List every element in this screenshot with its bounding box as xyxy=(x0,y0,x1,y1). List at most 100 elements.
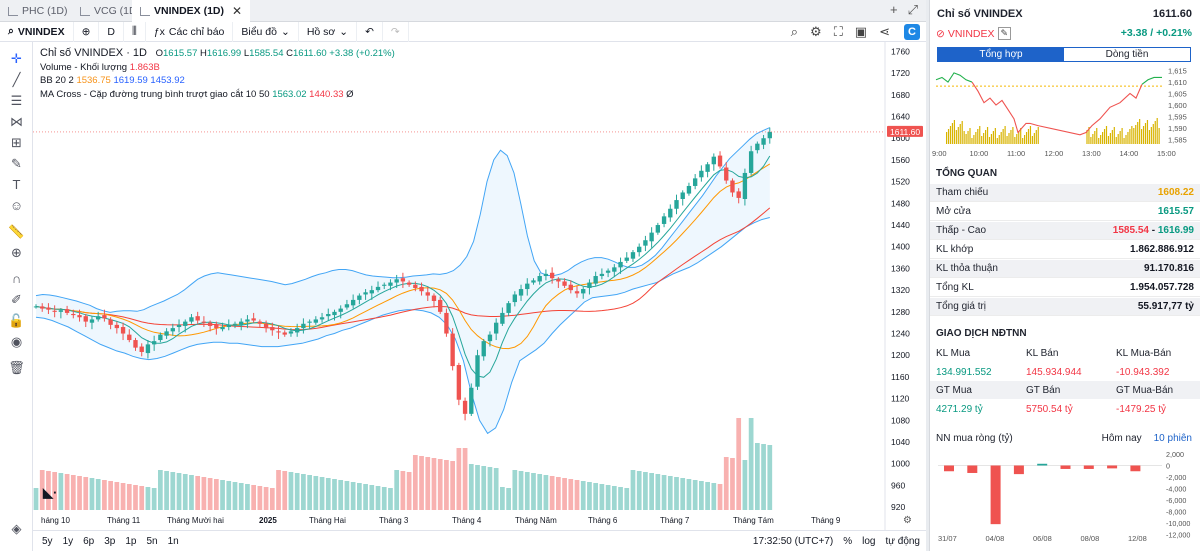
nn-bar xyxy=(967,465,978,473)
candle-body xyxy=(400,278,406,282)
add-tab-icon[interactable]: + xyxy=(890,2,898,17)
close-icon[interactable]: ✕ xyxy=(232,4,243,18)
intraday-vol-bar xyxy=(988,137,991,144)
camera-icon[interactable]: ▣ xyxy=(854,24,868,39)
range-1y[interactable]: 1y xyxy=(62,535,74,547)
percent-toggle[interactable]: % xyxy=(843,535,853,547)
candle-body xyxy=(195,316,200,321)
volume-bar xyxy=(238,483,244,510)
nn-y-label: -2,000 xyxy=(1166,473,1186,482)
candle-body xyxy=(755,143,760,151)
tab-vcg[interactable]: VCG (1D) xyxy=(72,0,148,22)
volume-bar xyxy=(425,457,431,510)
redo-button[interactable]: ↷ xyxy=(383,21,409,42)
panel-symbol: ⊘ VNINDEX ✎ xyxy=(936,27,1012,40)
tab-10-sessions[interactable]: 10 phiên xyxy=(1153,433,1192,444)
interval-button[interactable]: D xyxy=(99,21,124,42)
intraday-vol-bar xyxy=(981,136,983,144)
range-5y[interactable]: 5y xyxy=(42,535,53,547)
auto-toggle[interactable]: tự động xyxy=(885,535,921,547)
tab-tong-hop[interactable]: Tổng hợp xyxy=(938,48,1064,61)
chart-area[interactable]: 1760 1720 1680 1640 1600 1560 1520 1480 1440 1400… xyxy=(33,42,926,551)
volume-bar xyxy=(723,457,729,510)
candle-body xyxy=(543,273,549,277)
intraday-vol-bar xyxy=(965,134,967,144)
candle-body xyxy=(537,276,542,282)
fullscreen-icon[interactable]: ⛶ xyxy=(833,24,843,39)
clock-label[interactable]: 17:32:50 (UTC+7) xyxy=(752,535,834,547)
y-tick-label: 1440 xyxy=(891,220,910,230)
candle-body xyxy=(562,281,567,286)
intraday-x-label: 10:00 xyxy=(970,149,989,158)
candle-body xyxy=(581,289,586,294)
compare-button[interactable]: ⊕ xyxy=(74,21,100,42)
y-tick-label: 1480 xyxy=(891,198,910,208)
volume-bar xyxy=(108,481,113,510)
eye-icon[interactable]: ◉ xyxy=(10,333,23,349)
trendline-icon[interactable]: ╱ xyxy=(12,71,21,87)
pattern-icon[interactable]: ⋈ xyxy=(10,113,23,129)
overview-value: 1608.22 xyxy=(1157,187,1194,198)
tab-label: VCG (1D) xyxy=(94,5,141,17)
brand-icon[interactable]: C xyxy=(904,24,920,40)
volume-bar xyxy=(52,472,58,510)
range-6m[interactable]: 6p xyxy=(83,535,95,547)
chart-type-button[interactable]: ⫼ xyxy=(124,21,146,42)
volume-bar xyxy=(394,470,400,510)
magnet-icon[interactable]: ∩ xyxy=(11,271,22,286)
bb-lower-line xyxy=(35,217,770,435)
zoom-in-icon[interactable]: ⊕ xyxy=(11,244,22,260)
share-icon[interactable]: ⋖ xyxy=(879,24,890,39)
symbol-search-button[interactable]: ⌕ VNINDEX xyxy=(0,21,74,42)
log-toggle[interactable]: log xyxy=(862,535,876,547)
intraday-y-label: 1,600 xyxy=(1168,101,1187,110)
intraday-vol-bar xyxy=(983,133,985,144)
tab-dong-tien[interactable]: Dòng tiền xyxy=(1105,49,1149,60)
undo-button[interactable]: ↶ xyxy=(357,21,383,42)
range-1m[interactable]: 1p xyxy=(125,535,137,547)
nn-bar xyxy=(944,465,954,472)
x-tick-label: 2025 xyxy=(259,516,277,525)
candle-body xyxy=(549,272,555,279)
overview-key: Thấp - Cao xyxy=(936,225,987,236)
emoji-icon[interactable]: ☺ xyxy=(9,198,24,213)
range-5d[interactable]: 5n xyxy=(146,535,158,547)
chart-menu-button[interactable]: Biểu đồ ⌄ xyxy=(233,21,299,42)
intraday-chart[interactable]: 1,615 1,610 1,605 1,600 1,595 1,590 1,585 9:00 1… xyxy=(930,62,1200,160)
y-tick-label: 1000 xyxy=(891,459,910,469)
projection-icon[interactable]: ⊞ xyxy=(11,134,22,150)
tab-phc[interactable]: PHC (1D) xyxy=(0,0,76,22)
lock-icon[interactable]: 🔓 xyxy=(8,312,25,328)
brush-icon[interactable]: ✎ xyxy=(11,155,22,171)
y-tick-label: 1600 xyxy=(891,133,910,143)
intraday-vol-bar xyxy=(1092,134,1094,144)
ruler-icon[interactable]: 📏 xyxy=(8,223,25,239)
overview-value: 1585.54 - 1616.99 xyxy=(1112,225,1194,236)
settings-icon[interactable]: ⚙ xyxy=(810,24,822,39)
trash-icon[interactable]: 🗑 xyxy=(8,359,25,375)
price-chart[interactable]: 1760 1720 1680 1640 1600 1560 1520 1480 1440 1400… xyxy=(33,42,926,530)
edit-icon[interactable]: ✎ xyxy=(997,27,1012,40)
lock-drawings-icon[interactable]: ✐ xyxy=(11,291,22,307)
candle-body xyxy=(301,323,306,329)
layers-icon[interactable]: ◈ xyxy=(11,520,22,536)
tab-today[interactable]: Hôm nay xyxy=(1101,433,1142,444)
range-3m[interactable]: 3p xyxy=(104,535,116,547)
candle-body xyxy=(52,310,57,312)
profile-menu-button[interactable]: Hồ sơ ⌄ xyxy=(299,21,358,42)
candles-icon: ⫼ xyxy=(131,25,137,37)
indicators-button[interactable]: ƒx Các chỉ báo xyxy=(146,21,234,42)
candle-body xyxy=(363,292,368,295)
volume-bar xyxy=(33,488,39,510)
candle-body xyxy=(245,319,250,322)
volume-bar xyxy=(493,468,499,510)
text-icon[interactable]: T xyxy=(12,177,21,192)
crosshair-icon[interactable]: ✛ xyxy=(11,50,22,66)
fib-icon[interactable]: ☰ xyxy=(10,92,23,108)
zoom-search-icon[interactable]: ⌕ xyxy=(790,24,799,39)
overview-row: Thấp - Cao 1585.54 - 1616.99 xyxy=(930,222,1200,240)
tab-vnindex[interactable]: VNINDEX (1D) ✕ xyxy=(132,0,251,22)
intraday-y-label: 1,615 xyxy=(1168,67,1187,76)
expand-icon[interactable]: ⤢ xyxy=(907,2,918,17)
range-1d[interactable]: 1n xyxy=(167,535,179,547)
